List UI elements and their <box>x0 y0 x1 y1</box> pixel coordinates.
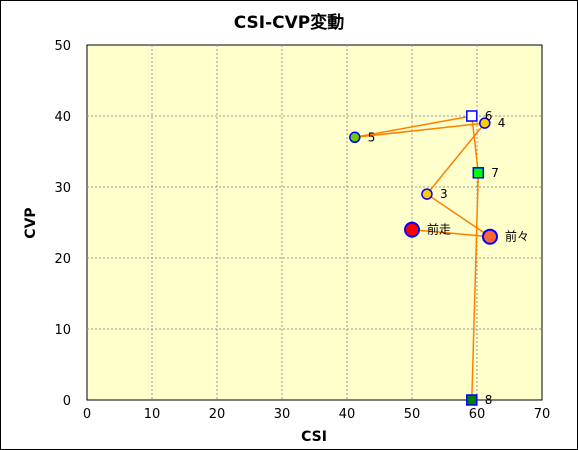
x-tick-label: 40 <box>339 407 356 422</box>
y-axis-title: CVP <box>23 207 39 238</box>
plot-area <box>86 44 543 401</box>
x-tick-labels: 0 10 20 30 40 50 60 70 <box>83 407 550 422</box>
x-tick-label: 30 <box>274 407 291 422</box>
data-point-8 <box>466 394 478 406</box>
chart-title: CSI-CVP変動 <box>234 12 345 33</box>
x-tick-label: 10 <box>144 407 161 422</box>
y-tick-labels: 0 10 20 30 40 50 <box>54 39 71 409</box>
x-axis-title: CSI <box>301 429 327 445</box>
y-tick-label: 10 <box>54 323 71 338</box>
x-tick-label: 70 <box>534 407 551 422</box>
point-labels: 前走 前々 3 4 5 6 7 8 <box>368 109 529 407</box>
point-label-4: 4 <box>498 116 506 130</box>
data-point-1 <box>404 221 420 238</box>
x-tick-label: 60 <box>469 407 486 422</box>
point-label-5: 5 <box>368 130 376 144</box>
point-label-8: 8 <box>485 393 493 407</box>
point-label-2: 前々 <box>505 229 529 244</box>
data-point-7 <box>472 167 485 179</box>
x-tick-label: 50 <box>404 407 421 422</box>
series-line <box>354 115 491 401</box>
point-label-1: 前走 <box>427 222 451 237</box>
data-point-3 <box>421 188 433 200</box>
point-label-7: 7 <box>491 166 499 180</box>
data-points <box>349 110 498 406</box>
y-tick-label: 40 <box>54 110 71 125</box>
y-tick-label: 30 <box>54 181 71 196</box>
x-tick-label: 20 <box>209 407 226 422</box>
y-tick-label: 20 <box>54 252 71 267</box>
data-point-4 <box>479 117 491 129</box>
trend-line <box>354 115 491 401</box>
point-label-3: 3 <box>440 187 448 201</box>
data-point-6 <box>466 110 478 122</box>
y-tick-label: 0 <box>63 394 71 409</box>
x-tick-label: 0 <box>83 407 91 422</box>
data-point-5 <box>349 131 361 144</box>
y-tick-label: 50 <box>54 39 71 54</box>
data-point-2 <box>482 228 498 245</box>
point-label-6: 6 <box>485 109 493 123</box>
